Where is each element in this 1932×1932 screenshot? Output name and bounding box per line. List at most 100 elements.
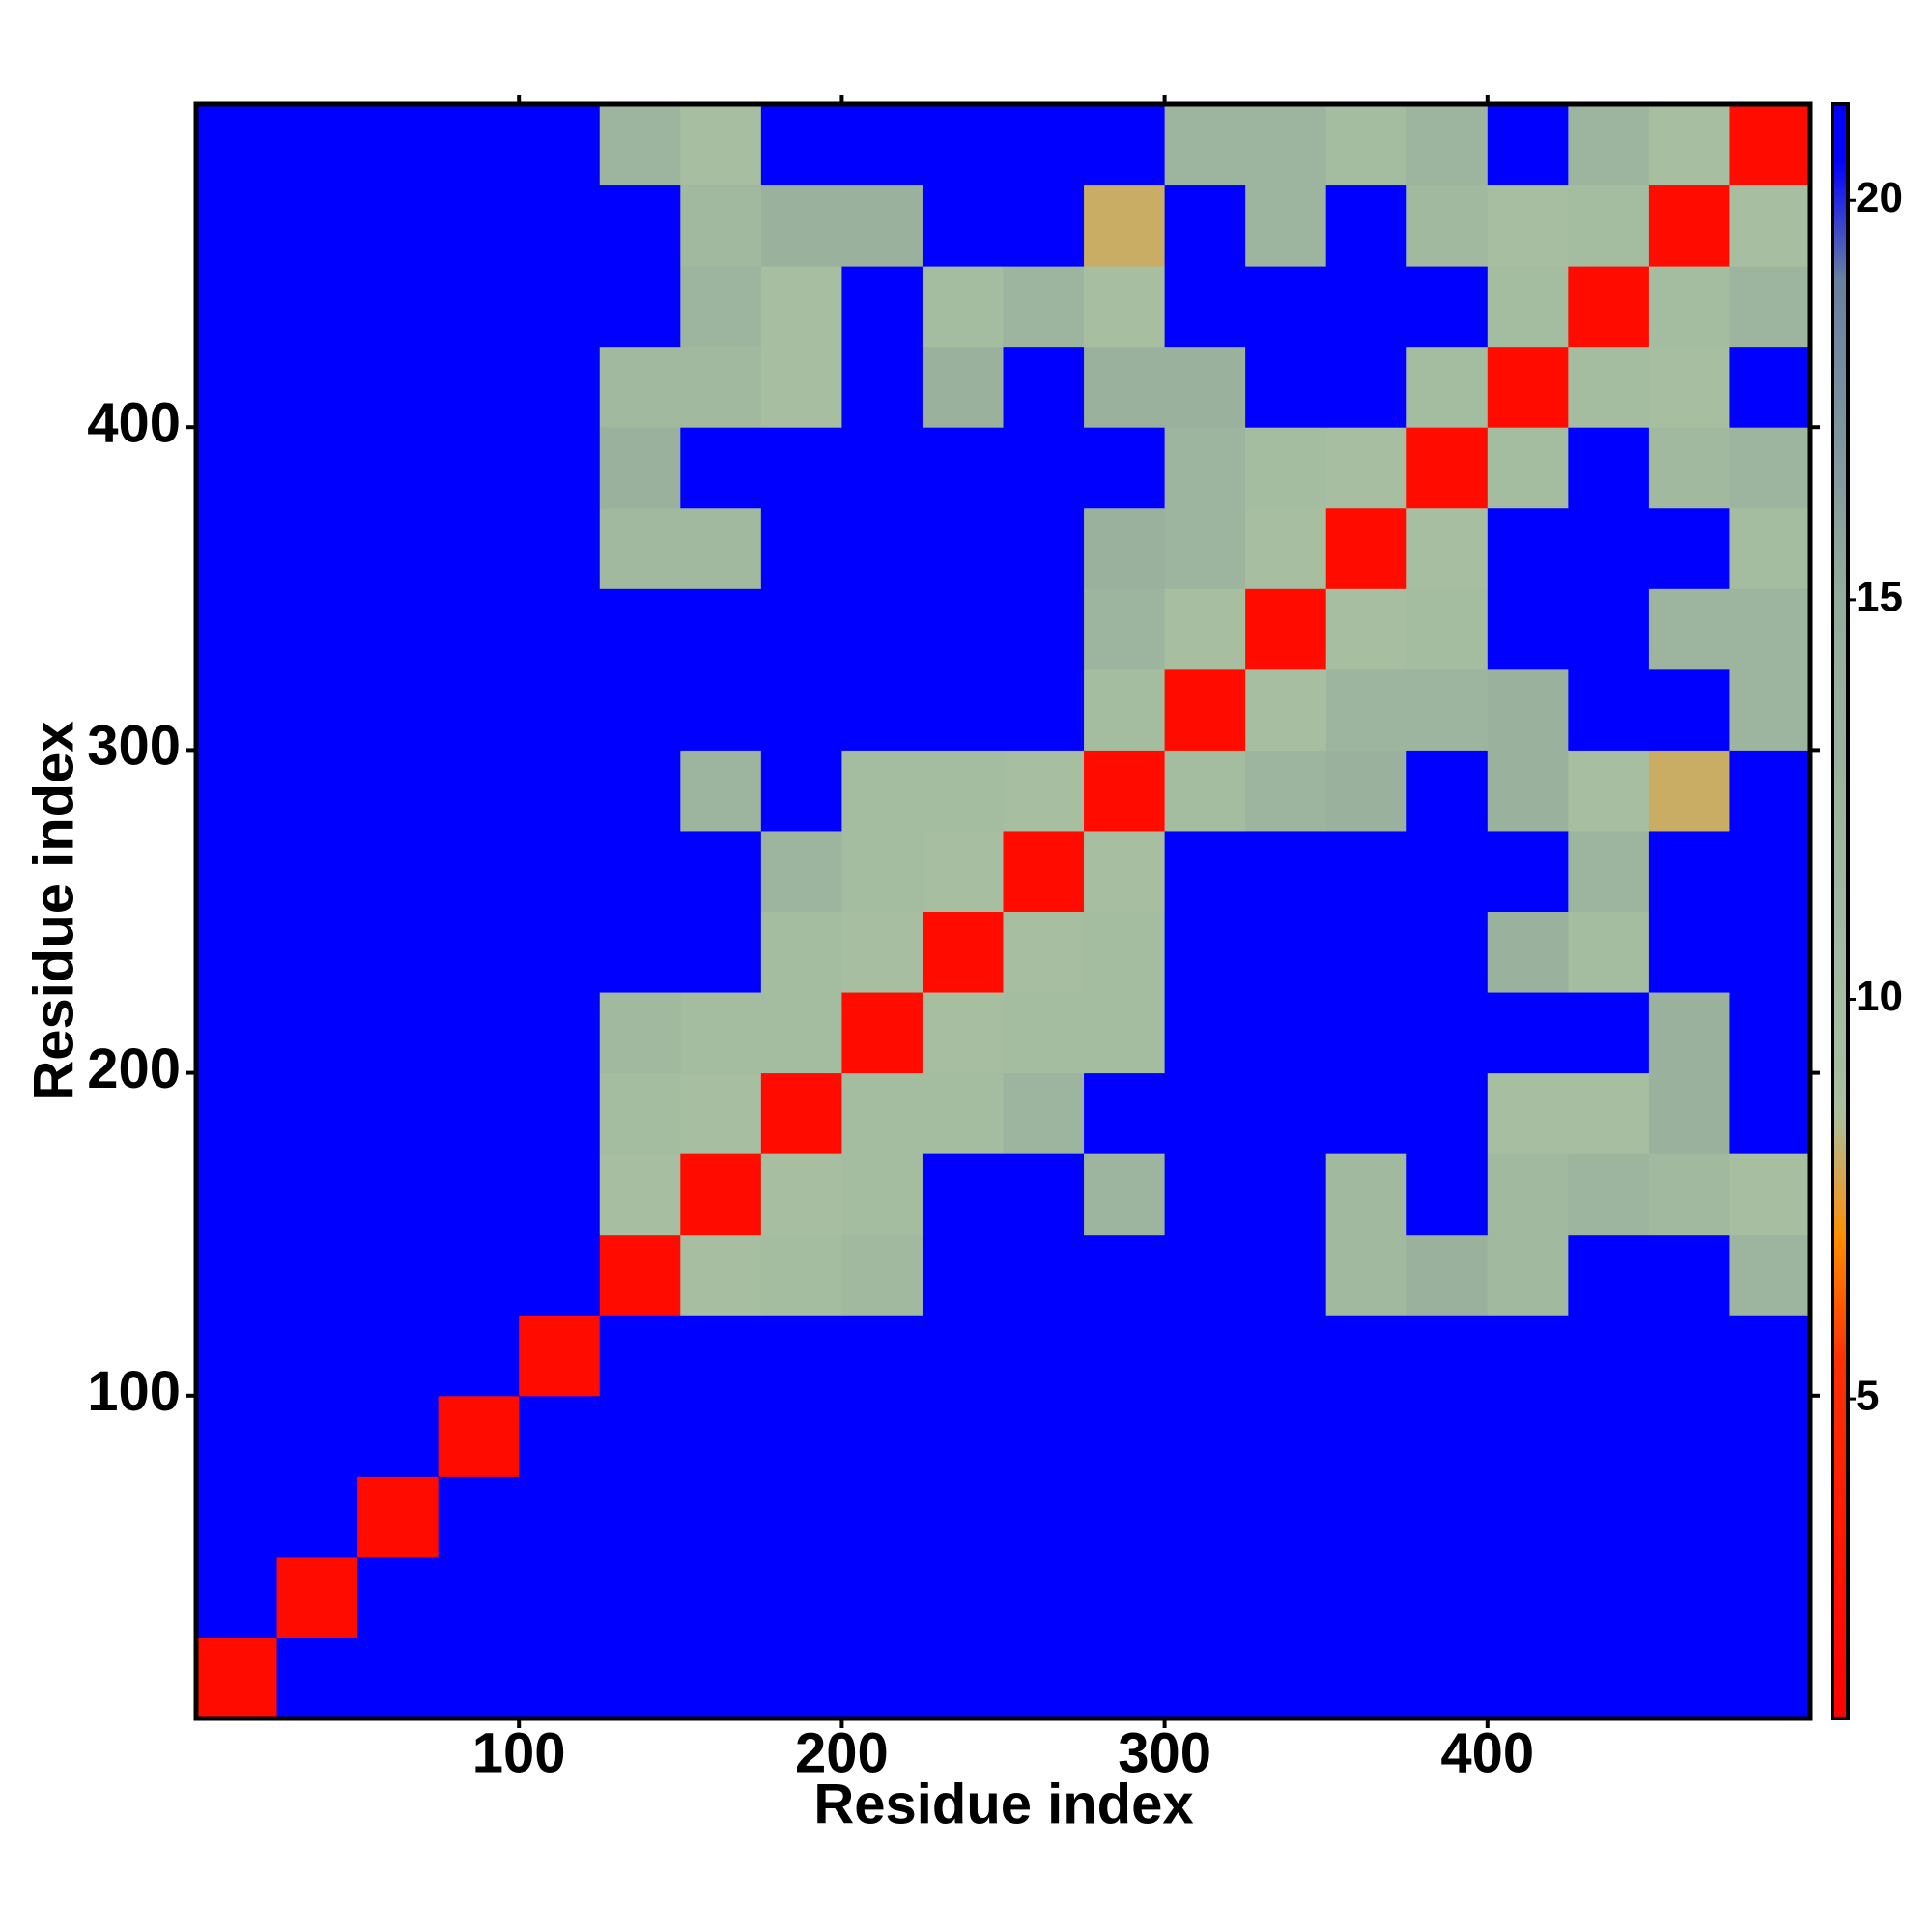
- heatmap-cell: [1084, 185, 1166, 267]
- heatmap-cell: [1325, 1637, 1407, 1719]
- heatmap-cell: [1406, 750, 1489, 832]
- heatmap-cell: [1325, 992, 1407, 1074]
- heatmap-cell: [1406, 992, 1489, 1074]
- heatmap-cell: [276, 588, 358, 670]
- heatmap-cell: [1245, 346, 1327, 428]
- heatmap-cell: [438, 507, 520, 589]
- x-tick-label: 400: [1440, 1721, 1534, 1784]
- heatmap-cell: [1003, 1072, 1085, 1154]
- heatmap-cell: [841, 1395, 923, 1477]
- heatmap-cell: [1406, 1395, 1489, 1477]
- heatmap-cell: [1325, 346, 1407, 428]
- heatmap-cell: [196, 830, 278, 912]
- heatmap-cell: [196, 427, 278, 509]
- heatmap-cell: [1729, 992, 1811, 1074]
- heatmap-cell: [599, 1153, 681, 1236]
- heatmap-cell: [1648, 507, 1730, 589]
- heatmap-cell: [196, 1234, 278, 1316]
- heatmap-cell: [680, 1153, 762, 1236]
- heatmap-cell: [1729, 346, 1811, 428]
- heatmap-cell: [1487, 507, 1569, 589]
- heatmap-cell: [1648, 1395, 1730, 1477]
- heatmap-cell: [841, 1476, 923, 1558]
- heatmap-cell: [1729, 911, 1811, 993]
- heatmap-cell: [760, 266, 842, 348]
- heatmap-cell: [1568, 588, 1650, 670]
- heatmap-cell: [1568, 427, 1650, 509]
- heatmap-cell: [1487, 911, 1569, 993]
- heatmap-cell: [519, 588, 601, 670]
- heatmap-cell: [922, 1234, 1004, 1316]
- heatmap-cell: [276, 1556, 358, 1638]
- heatmap-cell: [438, 750, 520, 832]
- heatmap-cell: [1164, 185, 1246, 267]
- y-tick-label: 300: [87, 715, 181, 778]
- heatmap-cell: [1729, 507, 1811, 589]
- heatmap-cell: [357, 1153, 440, 1236]
- heatmap-cell: [519, 750, 601, 832]
- heatmap-cell: [1406, 266, 1489, 348]
- heatmap-cell: [196, 1153, 278, 1236]
- heatmap-cell: [1648, 185, 1730, 267]
- heatmap-cell: [1084, 104, 1166, 186]
- heatmap-cell: [1164, 911, 1246, 993]
- heatmap-cell: [357, 750, 440, 832]
- heatmap-cell: [1164, 104, 1246, 186]
- heatmap-cell: [519, 427, 601, 509]
- heatmap-cell: [1003, 911, 1085, 993]
- heatmap-cell: [519, 1637, 601, 1719]
- heatmap-cell: [357, 1556, 440, 1638]
- heatmap-cell: [438, 1637, 520, 1719]
- heatmap-cell: [760, 668, 842, 751]
- heatmap-cell: [196, 668, 278, 751]
- heatmap-cell: [357, 1315, 440, 1397]
- heatmap-cell: [1084, 346, 1166, 428]
- x-tick-label: 300: [1118, 1721, 1211, 1784]
- heatmap-cell: [922, 185, 1004, 267]
- heatmap-cell: [519, 1072, 601, 1154]
- heatmap-cell: [519, 1153, 601, 1236]
- heatmap-cell: [1568, 346, 1650, 428]
- heatmap-cell: [1325, 104, 1407, 186]
- heatmap-cell: [1729, 266, 1811, 348]
- heatmap-cell: [1568, 830, 1650, 912]
- heatmap-cell: [1729, 1637, 1811, 1719]
- heatmap-cell: [357, 266, 440, 348]
- heatmap-cell: [1648, 1153, 1730, 1236]
- heatmap-cell: [1245, 588, 1327, 670]
- heatmap-cell: [438, 1556, 520, 1638]
- heatmap-cell: [357, 911, 440, 993]
- heatmap-cell: [276, 266, 358, 348]
- heatmap-cell: [276, 750, 358, 832]
- heatmap-cell: [276, 1395, 358, 1477]
- heatmap-cell: [276, 185, 358, 267]
- heatmap-cell: [1003, 668, 1085, 751]
- heatmap-cell: [438, 1234, 520, 1316]
- heatmap-cell: [357, 1476, 440, 1558]
- heatmap-cell: [276, 911, 358, 993]
- heatmap-cell: [1325, 668, 1407, 751]
- heatmap-cell: [438, 1476, 520, 1558]
- heatmap-cell: [276, 1072, 358, 1154]
- heatmap-cell: [1164, 1234, 1246, 1316]
- heatmap-cell: [1245, 1153, 1327, 1236]
- heatmap-cell: [922, 830, 1004, 912]
- heatmap-cell: [680, 911, 762, 993]
- heatmap-cell: [599, 104, 681, 186]
- heatmap-cell: [1487, 1234, 1569, 1316]
- heatmap-cell: [1729, 427, 1811, 509]
- x-tick-label: 100: [472, 1721, 566, 1784]
- heatmap-cell: [1245, 1556, 1327, 1638]
- heatmap-cell: [1164, 830, 1246, 912]
- heatmap-cell: [276, 1315, 358, 1397]
- heatmap-cell: [922, 750, 1004, 832]
- heatmap-cell: [841, 1153, 923, 1236]
- heatmap-cell: [357, 588, 440, 670]
- heatmap-cell: [519, 185, 601, 267]
- heatmap-cell: [599, 1556, 681, 1638]
- heatmap-cell: [276, 1637, 358, 1719]
- heatmap-cell: [276, 507, 358, 589]
- heatmap-cell: [438, 588, 520, 670]
- heatmap-cell: [1084, 830, 1166, 912]
